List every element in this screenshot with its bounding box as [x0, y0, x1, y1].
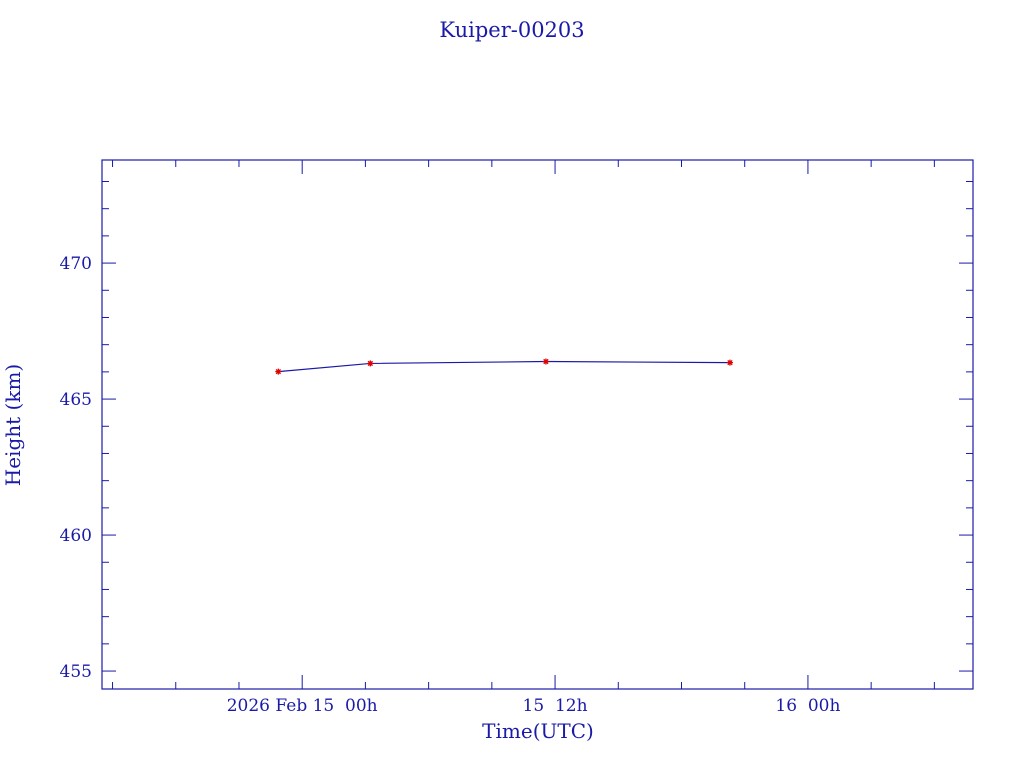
y-tick-label: 470	[60, 254, 92, 274]
x-axis-label: Time(UTC)	[482, 719, 594, 743]
y-axis-label: Height (km)	[1, 364, 25, 486]
y-tick-labels: 455 460 465 470	[60, 254, 92, 682]
data-point-marker	[726, 359, 733, 366]
axis-ticks	[102, 160, 973, 689]
plot-frame	[101, 159, 974, 690]
series-line-group	[275, 358, 733, 375]
chart-title: Kuiper-00203	[439, 18, 584, 42]
x-tick-label: 15 12h	[523, 696, 588, 716]
y-tick-label: 455	[60, 662, 92, 682]
data-point-marker	[275, 368, 282, 375]
y-tick-label: 465	[60, 390, 92, 410]
series-line	[278, 360, 730, 373]
x-tick-label: 2026 Feb 15 00h	[227, 696, 378, 716]
y-tick-label: 460	[60, 526, 92, 546]
x-tick-label: 16 00h	[775, 696, 840, 716]
data-point-marker	[542, 358, 549, 365]
data-point-marker	[367, 360, 374, 367]
x-tick-labels: 2026 Feb 15 00h 15 12h 16 00h	[227, 696, 841, 716]
